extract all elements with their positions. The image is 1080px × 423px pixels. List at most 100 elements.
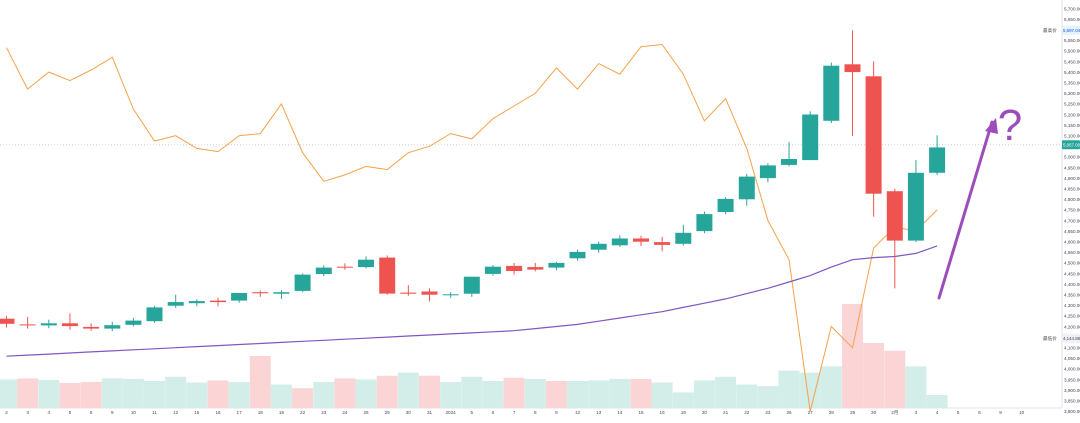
high-price-marker-label: 最高价 <box>1043 27 1057 34</box>
y-tick-label: 4,450.00 <box>1064 271 1080 276</box>
annotation-arrow-shaft <box>937 120 994 300</box>
candle <box>19 316 36 329</box>
x-tick-label: 21 <box>723 410 729 415</box>
x-tick-label: 10 <box>131 410 137 415</box>
x-tick-label: 30 <box>871 410 877 415</box>
candle <box>231 293 248 303</box>
candle <box>421 288 438 302</box>
volume-bar <box>757 386 779 408</box>
y-tick-label: 4,900.00 <box>1064 176 1080 181</box>
x-tick-label: 12 <box>173 410 179 415</box>
candle-body <box>40 323 57 326</box>
x-tick-label: 5 <box>69 410 72 415</box>
candle-body <box>315 267 332 274</box>
volume-bar <box>313 382 335 408</box>
x-tick-label: 2月 <box>891 410 898 416</box>
candle-body <box>633 238 649 242</box>
volume-bar <box>355 379 377 408</box>
y-tick-label: 4,550.00 <box>1064 250 1080 255</box>
x-tick-label: 2 <box>5 410 8 415</box>
y-tick-label: 5,000.00 <box>1064 155 1080 160</box>
candle-body <box>696 214 713 232</box>
candle <box>358 256 374 269</box>
candle <box>759 163 776 183</box>
candle <box>590 241 607 253</box>
volume-bar <box>292 388 314 408</box>
candle-body <box>0 318 15 324</box>
x-tick-label: 24 <box>342 410 348 415</box>
candle-body <box>844 64 861 73</box>
candle-body <box>125 320 142 325</box>
candle-body <box>802 114 819 161</box>
x-tick-label: 17 <box>237 410 243 415</box>
candle-body <box>611 238 628 246</box>
candle-body <box>379 257 396 294</box>
volume-bar <box>778 370 800 408</box>
candle <box>929 135 946 175</box>
volume-bar <box>524 378 546 408</box>
volume-bar <box>863 343 885 408</box>
y-tick-label: 5,100.00 <box>1064 134 1080 139</box>
x-tick-label: 28 <box>829 410 835 415</box>
y-tick-label: 4,400.00 <box>1064 282 1080 287</box>
x-tick-label: 8 <box>90 410 93 415</box>
candle <box>738 173 755 206</box>
candle <box>611 235 628 247</box>
volume-bar <box>799 372 821 408</box>
y-tick-label: 4,650.00 <box>1064 229 1080 234</box>
y-tick-label: 5,700.00 <box>1064 6 1080 11</box>
volume-bar <box>461 376 483 408</box>
candle <box>569 249 586 261</box>
overlay-purple-line <box>6 245 938 357</box>
candle-body <box>83 326 100 329</box>
x-tick-label: 4 <box>48 410 51 415</box>
y-tick-label: 4,100.00 <box>1064 346 1080 351</box>
volume-bar <box>270 384 292 408</box>
low-price-marker-value: 4,144.88 <box>1063 336 1080 341</box>
candle <box>886 188 903 289</box>
candle-body <box>675 232 692 244</box>
low-price-marker-box <box>1062 333 1080 343</box>
volume-bar <box>440 382 462 408</box>
x-tick-label: 29 <box>385 410 391 415</box>
volume-bar <box>503 377 525 408</box>
candle <box>802 111 819 161</box>
y-tick-label: 4,500.00 <box>1064 261 1080 266</box>
candle <box>442 292 459 298</box>
candle-body <box>527 267 544 270</box>
volume-bar <box>17 378 39 408</box>
volume-bars <box>0 304 948 408</box>
candle <box>717 197 734 215</box>
x-tick-label: 9 <box>555 410 558 415</box>
candle <box>252 290 269 297</box>
volume-bar <box>419 375 440 408</box>
candle-body <box>61 323 78 327</box>
candle <box>83 323 100 331</box>
candle <box>654 237 671 252</box>
volume-bar <box>693 380 715 408</box>
y-tick-label: 4,850.00 <box>1064 187 1080 192</box>
candle-body <box>886 191 903 241</box>
volume-bar <box>334 378 356 408</box>
volume-bar <box>842 304 863 408</box>
y-tick-label: 4,300.00 <box>1064 303 1080 308</box>
volume-bar <box>165 376 187 408</box>
candle <box>210 297 226 307</box>
x-axis-ticks: 2 3 4 5 8 9 10 11 12 15 16 17 18 19 22 23 24 25 29 30 31 2024… <box>5 410 1024 416</box>
y-tick-label: 5,450.00 <box>1064 59 1080 64</box>
volume-bar <box>651 382 673 408</box>
candle-body <box>548 262 565 268</box>
x-tick-label: 26 <box>786 410 792 415</box>
y-tick-label: 3,850.00 <box>1064 399 1080 404</box>
y-tick-label: 4,000.00 <box>1064 367 1080 372</box>
x-tick-label: 16 <box>215 410 221 415</box>
candle <box>675 224 692 246</box>
x-tick-label: 18 <box>258 410 264 415</box>
candle-body <box>210 300 226 303</box>
candle <box>696 211 713 234</box>
last-price-marker-value: 5,057.00 <box>1063 143 1080 148</box>
x-tick-label: 10 <box>1019 410 1025 415</box>
y-tick-label: 5,550.00 <box>1064 38 1080 43</box>
volume-bar <box>101 378 123 408</box>
volume-bar <box>905 366 927 408</box>
